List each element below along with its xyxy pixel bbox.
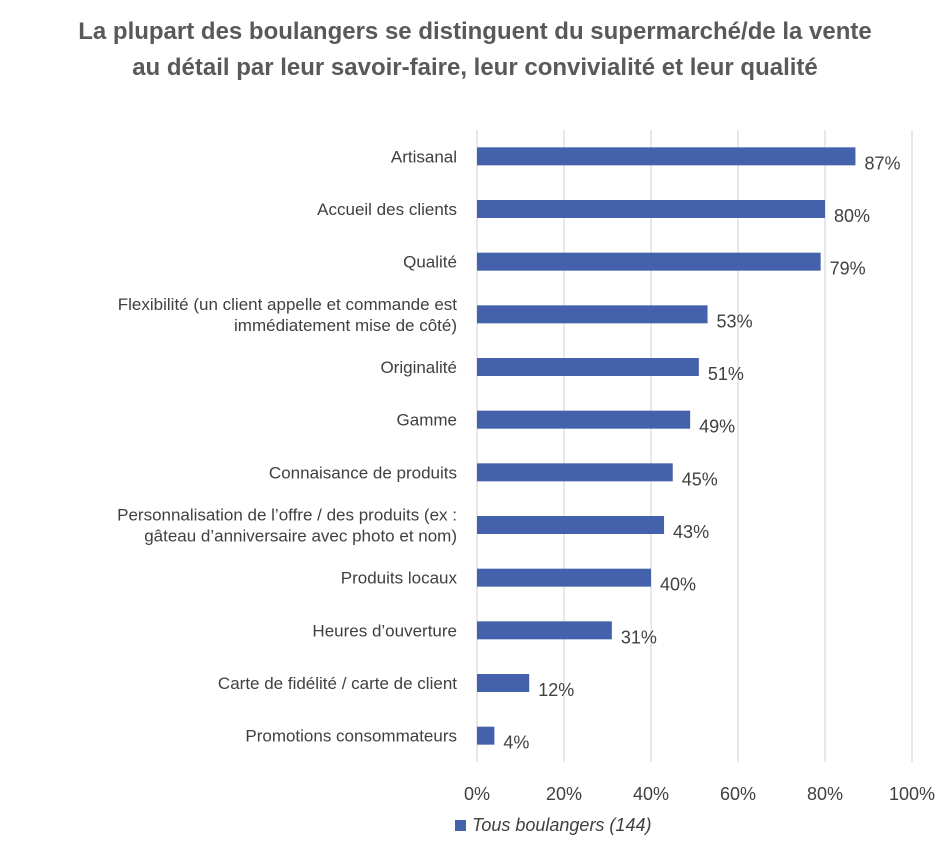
data-label: 80% <box>834 206 870 226</box>
bar <box>477 358 699 376</box>
data-label: 31% <box>621 627 657 647</box>
bar <box>477 516 665 534</box>
bar <box>477 252 821 271</box>
category-label: Carte de fidélité / carte de client <box>218 674 457 693</box>
data-label: 87% <box>864 153 900 173</box>
legend: Tous boulangers (144) <box>455 815 651 836</box>
category-label: Personnalisation de l’offre / des produi… <box>117 506 457 525</box>
legend-label: Tous boulangers (144) <box>472 815 652 835</box>
bar <box>477 621 612 640</box>
data-label: 79% <box>830 259 866 279</box>
category-label: Produits locaux <box>341 569 458 588</box>
category-label: Qualité <box>403 253 457 272</box>
category-label: Connaisance de produits <box>269 463 457 482</box>
data-label: 45% <box>682 469 718 489</box>
category-label: Gamme <box>397 411 457 430</box>
category-label: Originalité <box>380 358 457 377</box>
bar <box>477 568 651 587</box>
x-tick-label: 100% <box>889 784 935 804</box>
data-label: 49% <box>699 417 735 437</box>
bar <box>477 463 673 482</box>
category-label: Artisanal <box>391 147 457 166</box>
category-label: Heures d’ouverture <box>312 621 457 640</box>
category-label: Promotions consommateurs <box>245 727 457 746</box>
bar <box>477 305 708 324</box>
data-label: 4% <box>503 733 529 753</box>
bar <box>477 410 691 429</box>
x-tick-label: 40% <box>633 784 669 804</box>
x-tick-label: 80% <box>807 784 843 804</box>
data-label: 43% <box>673 522 709 542</box>
x-tick-label: 20% <box>546 784 582 804</box>
bar <box>477 726 495 745</box>
x-tick-label: 0% <box>464 784 490 804</box>
bar <box>477 147 856 166</box>
category-label: immédiatement mise de côté) <box>234 316 457 335</box>
category-label: Flexibilité (un client appelle et comman… <box>118 295 458 314</box>
data-label: 40% <box>660 575 696 595</box>
data-label: 12% <box>538 680 574 700</box>
bar <box>477 674 530 692</box>
category-label: Accueil des clients <box>317 200 457 219</box>
chart-title: La plupart des boulangers se distinguent… <box>78 18 872 81</box>
data-label: 51% <box>708 364 744 384</box>
category-label: gâteau d’anniversaire avec photo et nom) <box>144 527 457 546</box>
bar <box>477 200 825 218</box>
legend-swatch <box>455 820 466 831</box>
x-tick-label: 60% <box>720 784 756 804</box>
data-label: 53% <box>717 311 753 331</box>
